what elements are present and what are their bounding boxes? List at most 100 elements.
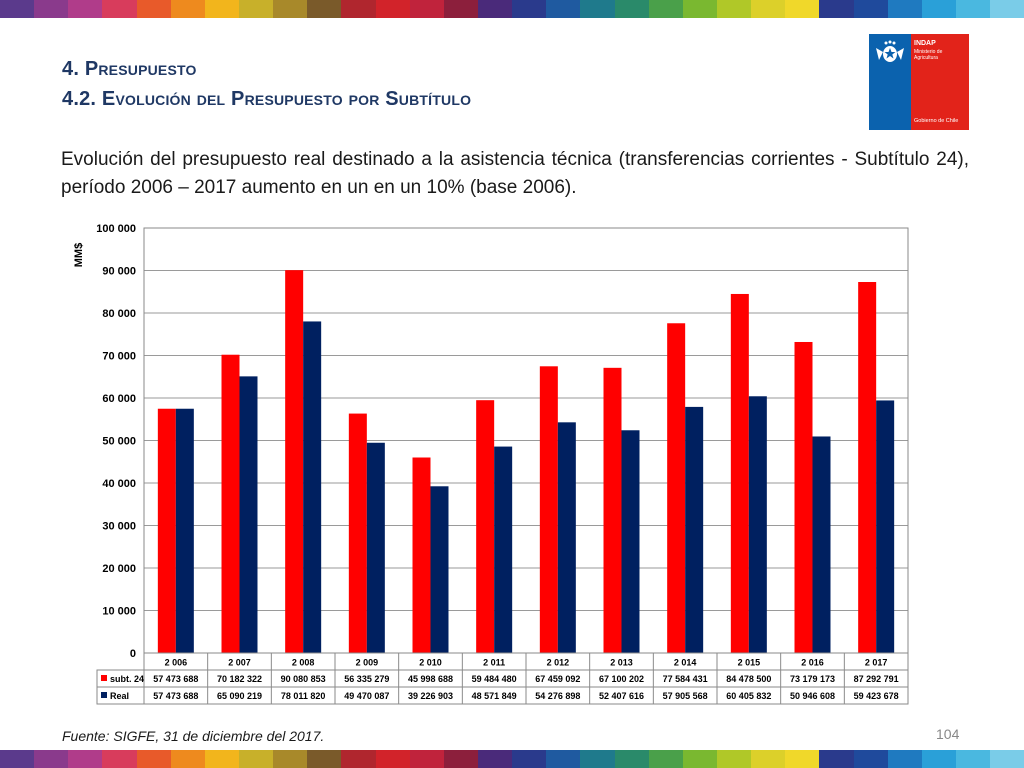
description-text: Evolución del presupuesto real destinado…	[61, 149, 969, 198]
x-category-label: 2 016	[801, 658, 824, 668]
data-value-label: 65 090 219	[217, 691, 262, 701]
stripe-segment	[512, 750, 547, 768]
bar-real	[303, 321, 322, 653]
stripe-segment	[307, 750, 342, 768]
stripe-segment	[716, 0, 752, 18]
stripe-segment	[273, 0, 308, 18]
stripe-segment	[409, 0, 444, 18]
logo-blue-panel	[869, 34, 911, 130]
stripe-segment	[102, 0, 137, 18]
x-category-label: 2 015	[738, 658, 761, 668]
stripe-segment	[136, 0, 171, 18]
stripe-segment	[648, 750, 683, 768]
stripe-segment	[921, 0, 956, 18]
stripe-segment	[785, 750, 820, 768]
stripe-segment	[682, 0, 717, 18]
section-title: 4. Presupuesto	[62, 58, 197, 80]
stripe-segment	[170, 750, 205, 768]
bar-subt24	[285, 270, 304, 653]
bar-subt24	[730, 293, 749, 653]
x-category-label: 2 010	[419, 658, 442, 668]
subsection-title: 4.2. Evolución del Presupuesto por Subtí…	[62, 88, 472, 110]
data-value-label: 59 484 480	[472, 674, 517, 684]
data-value-label: 52 407 616	[599, 691, 644, 701]
page-title: 4. Presupuesto 4.2. Evolución del Presup…	[62, 54, 471, 114]
data-value-label: 48 571 849	[472, 691, 517, 701]
legend-swatch	[101, 675, 107, 681]
data-value-label: 84 478 500	[726, 674, 771, 684]
stripe-segment	[580, 0, 615, 18]
stripe-segment	[204, 0, 239, 18]
stripe-segment	[853, 0, 888, 18]
y-tick-label: 80 000	[102, 308, 136, 320]
logo-org-name: INDAP	[914, 40, 936, 47]
data-value-label: 45 998 688	[408, 674, 453, 684]
stripe-segment	[614, 0, 649, 18]
x-category-label: 2 009	[356, 658, 379, 668]
data-value-label: 57 905 568	[663, 691, 708, 701]
data-value-label: 49 470 087	[344, 691, 389, 701]
data-value-label: 57 473 688	[153, 691, 198, 701]
stripe-segment	[546, 0, 581, 18]
stripe-segment	[341, 750, 376, 768]
y-tick-label: 90 000	[102, 266, 136, 278]
data-value-label: 78 011 820	[281, 691, 326, 701]
bar-real	[494, 446, 513, 653]
data-value-label: 57 473 688	[153, 674, 198, 684]
y-tick-label: 30 000	[102, 521, 136, 533]
bar-subt24	[858, 282, 877, 653]
bar-real	[748, 396, 767, 653]
y-tick-label: 50 000	[102, 436, 136, 448]
top-color-stripe	[0, 0, 1024, 18]
bar-real	[239, 376, 258, 653]
data-value-label: 59 423 678	[854, 691, 899, 701]
stripe-segment	[102, 750, 137, 768]
stripe-segment	[580, 750, 615, 768]
stripe-segment	[443, 0, 478, 18]
stripe-segment	[887, 750, 922, 768]
data-value-label: 77 584 431	[663, 674, 708, 684]
x-category-label: 2 006	[165, 658, 188, 668]
y-tick-label: 40 000	[102, 478, 136, 490]
bar-subt24	[221, 354, 240, 653]
legend-swatch	[101, 692, 107, 698]
data-value-label: 90 080 853	[281, 674, 326, 684]
bar-real	[175, 408, 194, 653]
stripe-segment	[785, 0, 820, 18]
stripe-segment	[887, 0, 922, 18]
legend-label: subt. 24	[110, 674, 144, 684]
stripe-segment	[443, 750, 478, 768]
stripe-segment	[204, 750, 239, 768]
bar-subt24	[348, 413, 367, 653]
data-value-label: 60 405 832	[726, 691, 771, 701]
stripe-segment	[477, 750, 513, 768]
stripe-segment	[819, 750, 854, 768]
stripe-segment	[341, 0, 376, 18]
stripe-segment	[375, 750, 410, 768]
stripe-segment	[990, 0, 1024, 18]
stripe-segment	[273, 750, 308, 768]
y-tick-label: 70 000	[102, 351, 136, 363]
y-axis-label: MM$	[73, 243, 85, 267]
data-value-label: 67 100 202	[599, 674, 644, 684]
bar-real	[557, 422, 576, 653]
x-category-label: 2 007	[228, 658, 251, 668]
stripe-segment	[546, 750, 581, 768]
bottom-color-stripe	[0, 750, 1024, 768]
stripe-segment	[990, 750, 1024, 768]
stripe-segment	[68, 0, 103, 18]
logo-ministry: Ministerio de Agricultura	[914, 49, 943, 61]
stripe-segment	[512, 0, 547, 18]
stripe-segment	[955, 0, 991, 18]
stripe-segment	[0, 750, 35, 768]
y-tick-label: 60 000	[102, 393, 136, 405]
bar-subt24	[603, 367, 622, 653]
bar-real	[812, 436, 831, 653]
x-category-label: 2 014	[674, 658, 697, 668]
stripe-segment	[614, 750, 649, 768]
stripe-segment	[477, 0, 513, 18]
stripe-segment	[136, 750, 171, 768]
stripe-segment	[682, 750, 717, 768]
x-category-label: 2 011	[483, 658, 505, 668]
stripe-segment	[955, 750, 991, 768]
